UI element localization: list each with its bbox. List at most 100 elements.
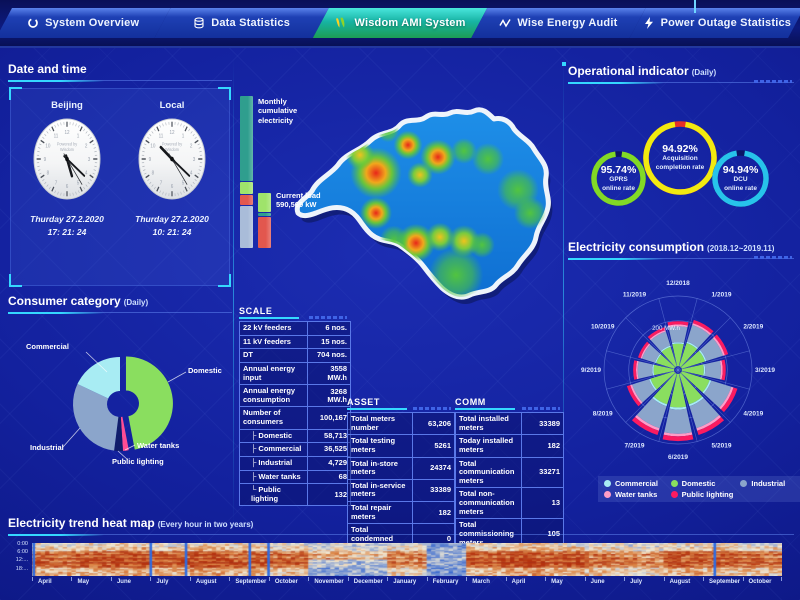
legend-label: Public lighting [681,490,734,499]
svg-text:10: 10 [45,143,50,150]
divider-right [563,58,564,516]
consumption-title-text: Electricity consumption [568,240,705,254]
heat-spot [451,138,477,164]
table-row: └ Public lighting 132 [240,484,350,506]
tab-label: Wise Energy Audit [517,17,618,29]
svg-text:Powered by: Powered by [162,141,183,146]
month-label: January [393,579,417,585]
clock-local-face: 1 2 3 4 5 6 7 8 9 10 11 12 Powered by Wisdom [122,115,222,208]
scale-table: 22 kV feeders 6 nos. 11 kV feeders 15 nos. D… [239,321,351,507]
tab-label: Power Outage Statistics [660,17,792,29]
row-value: 33271 [520,457,563,488]
legend-item-domestic[interactable]: Domestic [670,479,739,488]
tab-wisdom-ami-system[interactable]: Wisdom AMI System [313,8,487,38]
hour-label: 6:00 [17,549,28,556]
clock-local-time: 10: 21: 24 [152,226,192,237]
month-tick [742,577,744,581]
table-row: Total repair meters 182 [348,502,454,525]
table-row: Total non-communication meters 13 [456,488,563,520]
row-value: 105 [520,519,563,550]
clock-beijing-label: Beijing [51,100,83,111]
legend-item-water-tanks[interactable]: Water tanks [604,490,669,499]
clock-beijing-face: 1 2 3 4 5 6 7 8 9 10 11 12 Powered by Wisdom [17,115,117,208]
heat-spot [420,139,456,175]
row-value: 3558 MW.h [306,362,350,385]
month-tick [189,577,191,581]
row-value: 33389 [520,413,563,435]
svg-text:7: 7 [55,180,58,187]
comm-title-text: COMM [455,397,486,407]
gauge-dcu: 94.94% DCU online rate [711,149,770,208]
tab-power-outage-statistics[interactable]: Power Outage Statistics [630,8,800,38]
bar-segment [258,217,271,248]
month-label: June [116,579,131,585]
clock-beijing-date: Thurday 27.2.2020 [30,214,104,224]
svg-text:4/2019: 4/2019 [743,411,763,418]
clock-beijing: Beijing 1 2 3 4 5 6 7 8 9 10 11 12 Powered by Wisdom … [17,100,117,239]
row-value: 182 [412,502,454,524]
legend-item-public-lighting[interactable]: Public lighting [670,490,739,499]
pie-label-public-lighting: Public lighting [112,457,164,466]
svg-text:1: 1 [182,133,185,140]
pie-label-domestic: Domestic [188,366,222,375]
heat-spot [322,135,346,159]
clock-beijing-time: 17: 21: 24 [47,226,87,237]
heat-spot [360,197,392,229]
corner-decoration [9,87,22,100]
clock-local-label: Local [159,100,185,111]
datetime-title-text: Date and time [8,62,87,76]
svg-text:200 MW.h: 200 MW.h [652,325,680,332]
tab-data-statistics[interactable]: Data Statistics [154,8,328,38]
table-row: 11 kV feeders 15 nos. [240,335,350,350]
tab-label: Wisdom AMI System [354,17,466,29]
operational-title-text: Operational indicator [568,64,689,78]
svg-text:Wisdom: Wisdom [60,147,74,152]
month-tick [466,577,468,581]
row-value: 6 nos. [306,322,350,335]
gauge-text: 94.94% DCU online rate [711,149,770,208]
tab-wise-energy-audit[interactable]: Wise Energy Audit [471,8,645,38]
tab-system-overview[interactable]: System Overview [0,8,170,38]
month-tick [229,577,231,581]
heat-spot [469,232,495,258]
gauge-value: 95.74% [600,163,637,176]
heat-spot [425,222,455,252]
nav-tabs: System Overview Data Statistics Wisdom AMI… [4,8,796,38]
month-tick [150,577,152,581]
svg-text:1: 1 [77,133,80,140]
month-label: July [630,579,643,585]
current-load-bar [258,193,271,248]
accent-dot [562,62,566,66]
month-tick [781,577,782,581]
month-tick [584,577,586,581]
svg-text:3/2019: 3/2019 [755,367,775,374]
month-tick [347,577,349,581]
month-label: August [669,579,691,585]
row-label: ├ Water tanks [251,471,301,481]
table-row: Number of consumers 100,167 [240,407,350,430]
month-tick [624,577,626,581]
legend-item-industrial[interactable]: Industrial [740,479,800,488]
top-nav: System Overview Data Statistics Wisdom AMI… [0,0,800,48]
row-value: 33389 [412,479,454,501]
row-label: DT [243,350,253,360]
current-load-label: Current load 590,569 kW [276,191,346,210]
month-label: October [748,579,772,585]
operational-subtitle: (Daily) [691,68,717,77]
legend-dot [604,480,611,487]
table-row: Total installed meters 33389 [456,413,563,436]
hour-label: 18:... [15,565,28,572]
month-tick [110,577,112,581]
svg-text:6: 6 [66,184,69,191]
svg-text:11: 11 [54,133,59,140]
month-label: April [38,579,52,585]
row-value: 24374 [412,457,454,479]
month-label: May [551,579,563,585]
legend-dot [670,491,678,498]
database-icon [193,17,205,29]
legend-dot [604,491,611,498]
legend-item-commercial[interactable]: Commercial [604,479,669,488]
row-label: Total repair meters [351,503,392,521]
row-label: Total commissioning meters [459,520,515,547]
svg-text:3: 3 [88,157,91,164]
